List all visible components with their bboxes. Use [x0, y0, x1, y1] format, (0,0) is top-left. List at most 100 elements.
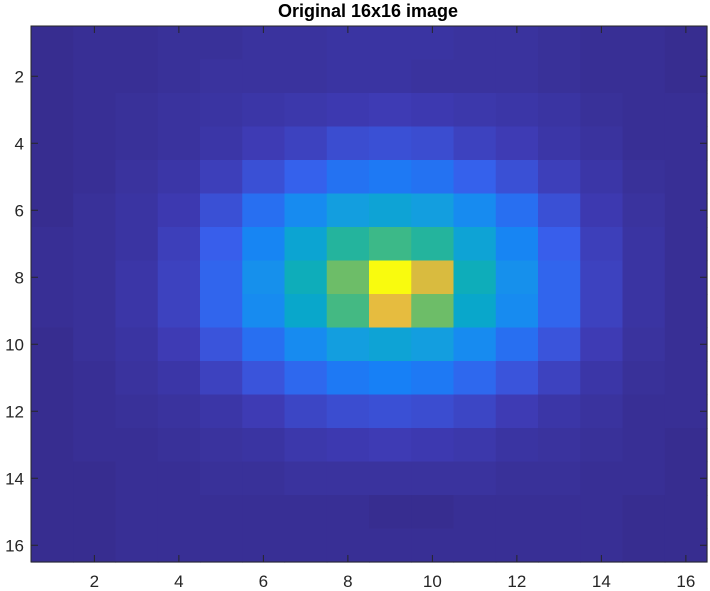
- heatmap-cell: [369, 327, 412, 362]
- heatmap-cell: [411, 59, 455, 94]
- heatmap-cell: [453, 327, 497, 362]
- heatmap-cell: [157, 227, 201, 262]
- x-tick-label: 10: [423, 572, 442, 591]
- heatmap-cell: [326, 59, 370, 94]
- heatmap-cell: [538, 294, 581, 329]
- heatmap-cell: [200, 59, 243, 94]
- heatmap-cell: [622, 93, 666, 128]
- heatmap-cell: [622, 461, 666, 496]
- heatmap-cell: [453, 227, 497, 262]
- heatmap-cell: [326, 227, 370, 262]
- heatmap-cell: [580, 428, 624, 463]
- heatmap-cell: [664, 160, 708, 195]
- heatmap-cell: [284, 26, 328, 61]
- heatmap-cell: [453, 26, 497, 61]
- heatmap-cell: [622, 327, 666, 362]
- heatmap-cell: [284, 361, 328, 396]
- heatmap-cell: [453, 461, 497, 496]
- heatmap-cell: [284, 327, 328, 362]
- heatmap-cell: [411, 394, 455, 429]
- heatmap-cell: [200, 528, 243, 563]
- y-tick-label: 4: [15, 134, 24, 153]
- heatmap-cell: [622, 26, 666, 61]
- heatmap-cell: [157, 461, 201, 496]
- heatmap-cell: [284, 227, 328, 262]
- heatmap-cell: [31, 428, 74, 463]
- heatmap-cell: [200, 361, 243, 396]
- heatmap-cell: [31, 193, 74, 228]
- heatmap-cell: [495, 93, 539, 128]
- heatmap-cell: [453, 93, 497, 128]
- heatmap-cell: [200, 227, 243, 262]
- heatmap-cell: [115, 394, 159, 429]
- axis-tick-labels: 2 4 6 8 10 12 14 16 2 4 6 8 10 12 14 16: [5, 67, 695, 591]
- heatmap-cell: [115, 461, 159, 496]
- heatmap-cell: [538, 394, 581, 429]
- heatmap-cell: [538, 361, 581, 396]
- heatmap-cell: [411, 361, 455, 396]
- heatmap-cell: [411, 126, 455, 161]
- heatmap-cell: [157, 428, 201, 463]
- heatmap-cell: [495, 59, 539, 94]
- heatmap-cell: [157, 361, 201, 396]
- heatmap-cell: [31, 294, 74, 329]
- heatmap-cell: [411, 294, 455, 329]
- heatmap-cell: [73, 126, 117, 161]
- chart-title: Original 16x16 image: [278, 1, 458, 21]
- heatmap-cell: [242, 227, 286, 262]
- heatmap-cell: [157, 59, 201, 94]
- heatmap-cell: [157, 294, 201, 329]
- heatmap-cell: [200, 260, 243, 295]
- heatmap-cell: [31, 394, 74, 429]
- heatmap-cell: [580, 294, 624, 329]
- heatmap-cell: [242, 59, 286, 94]
- heatmap-cell: [369, 495, 412, 530]
- heatmap-cell: [242, 361, 286, 396]
- heatmap-cell: [284, 294, 328, 329]
- heatmap-cell: [580, 193, 624, 228]
- heatmap-cell: [495, 461, 539, 496]
- heatmap-cell: [31, 227, 74, 262]
- heatmap-cell: [200, 394, 243, 429]
- heatmap-cell: [284, 528, 328, 563]
- heatmap-cell: [115, 160, 159, 195]
- heatmap-cell: [664, 93, 708, 128]
- heatmap-cell: [242, 93, 286, 128]
- heatmap-cell: [242, 428, 286, 463]
- heatmap-cell: [326, 327, 370, 362]
- heatmap-cell: [73, 193, 117, 228]
- heatmap-cell: [284, 461, 328, 496]
- heatmap-cell: [242, 260, 286, 295]
- heatmap-cell: [242, 294, 286, 329]
- axis-ticks: [31, 26, 707, 562]
- heatmap-cell: [31, 260, 74, 295]
- heatmap-cell: [411, 495, 455, 530]
- heatmap-cell: [622, 227, 666, 262]
- heatmap-cell: [73, 461, 117, 496]
- y-tick-label: 6: [15, 201, 24, 220]
- heatmap-cell: [453, 59, 497, 94]
- heatmap-cell: [242, 327, 286, 362]
- heatmap-cell: [73, 495, 117, 530]
- heatmap-cell: [200, 160, 243, 195]
- heatmap-cell: [538, 227, 581, 262]
- heatmap-cell: [284, 160, 328, 195]
- heatmap-cell: [622, 193, 666, 228]
- heatmap-cell: [73, 327, 117, 362]
- heatmap-cell: [538, 193, 581, 228]
- heatmap-cell: [284, 193, 328, 228]
- heatmap-cell: [453, 528, 497, 563]
- heatmap-cell: [31, 361, 74, 396]
- heatmap-cell: [115, 93, 159, 128]
- heatmap-cell: [73, 160, 117, 195]
- heatmap-cell: [411, 193, 455, 228]
- heatmap-cell: [622, 294, 666, 329]
- heatmap-cell: [664, 227, 708, 262]
- heatmap-cell: [326, 260, 370, 295]
- x-tick-label: 12: [507, 572, 526, 591]
- heatmap-cell: [538, 495, 581, 530]
- heatmap-cell: [284, 126, 328, 161]
- heatmap-cell: [326, 394, 370, 429]
- heatmap-cell: [411, 461, 455, 496]
- heatmap-cell: [664, 428, 708, 463]
